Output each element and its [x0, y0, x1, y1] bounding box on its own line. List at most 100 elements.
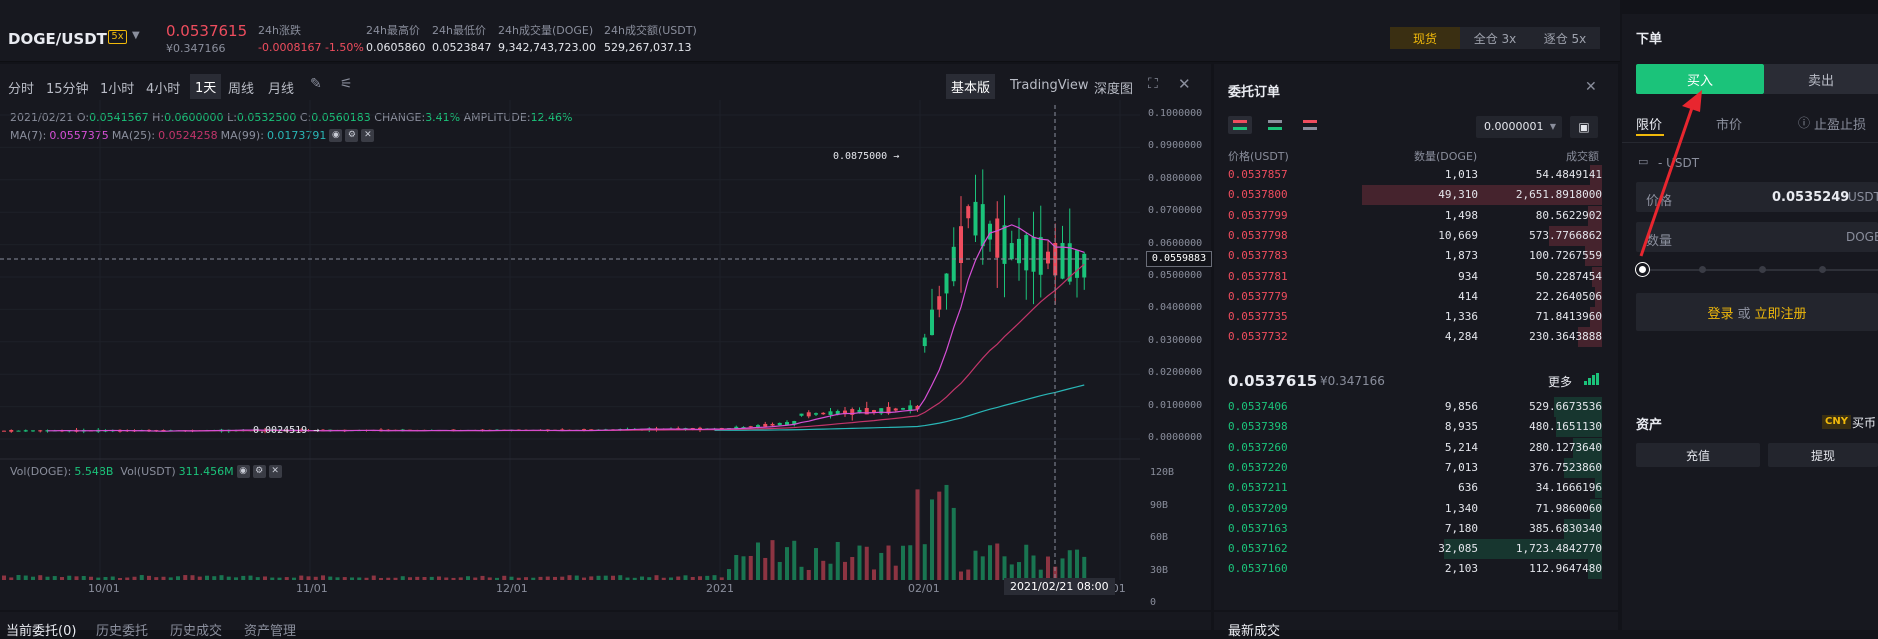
- deposit-button[interactable]: 充值: [1636, 443, 1760, 467]
- candle-body: [31, 430, 35, 432]
- volume-bar: [212, 576, 217, 580]
- volume-bar: [139, 575, 144, 580]
- interval-15m[interactable]: 15分钟: [46, 82, 89, 97]
- ask-row[interactable]: 0.0537857 1,013 54.4849141: [1228, 165, 1602, 185]
- bid-row[interactable]: 0.0537209 1,340 71.9860060: [1228, 498, 1602, 519]
- ma7-value: 0.0557375: [49, 129, 109, 142]
- interval-month[interactable]: 月线: [268, 82, 295, 97]
- volume-bar: [415, 576, 420, 580]
- pair-dropdown-icon[interactable]: ▼: [132, 30, 140, 41]
- mode-isolated-button[interactable]: 逐仓 5x: [1530, 27, 1600, 49]
- vol-close-icon[interactable]: ✕: [268, 465, 282, 478]
- mode-cross-button[interactable]: 全仓 3x: [1460, 27, 1530, 49]
- order-type-divider: [1622, 142, 1878, 143]
- amount-slider-handle[interactable]: [1636, 263, 1649, 276]
- ask-row[interactable]: 0.0537799 1,498 80.5622902: [1228, 205, 1602, 226]
- buy-coin-link[interactable]: 买币: [1852, 416, 1877, 430]
- candle-body: [2, 430, 6, 432]
- bid-row[interactable]: 0.0537260 5,214 280.1273640: [1228, 437, 1602, 458]
- view-basic[interactable]: 基本版: [946, 74, 996, 99]
- order-type-stop[interactable]: 止盈止损: [1814, 118, 1867, 133]
- bid-row[interactable]: 0.0537220 7,013 376.7523860: [1228, 457, 1602, 478]
- fullscreen-icon[interactable]: ⛶: [1148, 76, 1158, 92]
- orderbook-settings-icon[interactable]: ▣: [1570, 116, 1598, 138]
- view-depth[interactable]: 深度图: [1094, 82, 1134, 97]
- buy-tab-button[interactable]: 买入: [1636, 64, 1764, 94]
- ask-row[interactable]: 0.0537735 1,336 71.8413960: [1228, 307, 1602, 328]
- y-tick-label: 0.0800000: [1148, 172, 1203, 184]
- bid-row[interactable]: 0.0537163 7,180 385.6830340: [1228, 518, 1602, 539]
- sell-tab-button[interactable]: 卖出: [1764, 64, 1878, 94]
- candle-body: [973, 201, 978, 236]
- order-type-market[interactable]: 市价: [1716, 118, 1743, 133]
- bid-row[interactable]: 0.0537211 636 34.1666196: [1228, 478, 1602, 499]
- ask-row[interactable]: 0.0537800 49,310 2,651.8918000: [1228, 185, 1602, 206]
- close-chart-icon[interactable]: ✕: [1178, 75, 1191, 93]
- interval-timeline[interactable]: 分时: [8, 82, 35, 97]
- volume-bar: [727, 569, 731, 580]
- slider-step-50[interactable]: [1759, 266, 1766, 273]
- interval-1h[interactable]: 1小时: [100, 82, 135, 97]
- stat-value-turnover: 529,267,037.13: [604, 41, 692, 54]
- candlestick-chart[interactable]: [0, 100, 1211, 605]
- interval-4h[interactable]: 4小时: [146, 82, 181, 97]
- vol-settings-icon[interactable]: ⚙: [252, 465, 266, 478]
- orderbook-close-icon[interactable]: ✕: [1585, 79, 1597, 95]
- draw-pen-icon[interactable]: ✎: [310, 76, 322, 92]
- ask-row[interactable]: 0.0537781 934 50.2287454: [1228, 266, 1602, 287]
- orderbook-last-price: 0.0537615: [1228, 372, 1318, 390]
- info-icon[interactable]: ⓘ: [1798, 116, 1811, 130]
- volume-bar: [1075, 549, 1079, 580]
- withdraw-button[interactable]: 提现: [1768, 443, 1878, 467]
- slider-step-75[interactable]: [1819, 266, 1826, 273]
- volume-bar: [270, 577, 275, 580]
- slider-step-25[interactable]: [1699, 266, 1706, 273]
- cny-badge: CNY: [1822, 415, 1851, 429]
- ma-close-icon[interactable]: ✕: [361, 129, 375, 142]
- quantity-input[interactable]: 数量 DOGE: [1636, 222, 1878, 252]
- volume-bar: [1009, 564, 1014, 580]
- stat-label-turnover: 24h成交额(USDT): [604, 24, 697, 37]
- candle-body: [821, 412, 826, 415]
- bid-row[interactable]: 0.0537406 9,856 529.6673536: [1228, 397, 1602, 417]
- volume-bar: [364, 577, 369, 580]
- orderbook-view-both-icon[interactable]: [1228, 116, 1252, 134]
- ma-eye-icon[interactable]: ◉: [329, 129, 343, 142]
- volume-bar: [843, 561, 847, 580]
- bid-row[interactable]: 0.0537162 32,085 1,723.4842770: [1228, 539, 1602, 560]
- quantity-input-unit: DOGE: [1846, 230, 1878, 244]
- interval-1d[interactable]: 1天: [190, 74, 222, 99]
- orderbook-view-bids-icon[interactable]: [1263, 116, 1287, 134]
- order-type-limit[interactable]: 限价: [1636, 118, 1663, 133]
- ask-row[interactable]: 0.0537779 414 22.2640506: [1228, 286, 1602, 307]
- bid-depth-bar: [1563, 457, 1602, 478]
- ask-qty: 10,669: [1438, 228, 1478, 242]
- volume-bar: [835, 541, 840, 580]
- register-link[interactable]: 立即注册: [1754, 306, 1807, 322]
- candle-body: [748, 426, 753, 428]
- precision-select[interactable]: 0.0000001 ▼: [1476, 116, 1562, 138]
- interval-week[interactable]: 周线: [228, 82, 255, 97]
- ask-row[interactable]: 0.0537732 4,284 230.3643888: [1228, 327, 1602, 348]
- pair-name[interactable]: DOGE/USDT: [8, 30, 107, 48]
- ask-row[interactable]: 0.0537783 1,873 100.7267559: [1228, 246, 1602, 267]
- orderbook-view-asks-icon[interactable]: [1298, 116, 1322, 134]
- view-tradingview[interactable]: TradingView: [1010, 78, 1089, 93]
- vol-eye-icon[interactable]: ◉: [236, 465, 250, 478]
- volume-bar: [306, 576, 311, 580]
- orderbook-more-link[interactable]: 更多: [1548, 375, 1573, 389]
- mode-spot-button[interactable]: 现货: [1390, 27, 1460, 49]
- volume-bar: [937, 491, 942, 580]
- bid-row[interactable]: 0.0537160 2,103 112.9647480: [1228, 559, 1602, 580]
- volume-bar: [1053, 566, 1058, 580]
- ma-settings-icon[interactable]: ⚙: [345, 129, 359, 142]
- volume-bar: [741, 556, 746, 580]
- bid-row[interactable]: 0.0537398 8,935 480.1651130: [1228, 417, 1602, 438]
- volume-bar: [110, 576, 115, 580]
- price-input[interactable]: 价格 0.0535249 USDT: [1636, 182, 1878, 212]
- wallet-icon: ▭: [1638, 155, 1649, 168]
- login-link[interactable]: 登录: [1707, 306, 1734, 322]
- login-register-button[interactable]: 登录 或 立即注册: [1636, 293, 1878, 331]
- ask-row[interactable]: 0.0537798 10,669 573.7766862: [1228, 225, 1602, 246]
- indicator-settings-icon[interactable]: ⚟: [340, 76, 353, 92]
